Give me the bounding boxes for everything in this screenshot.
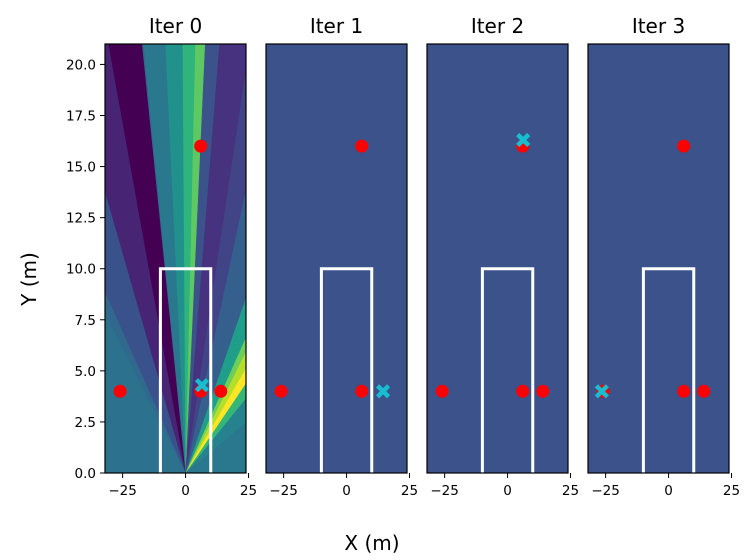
panel-3: Iter 2 −25 0 25 xyxy=(426,14,579,499)
y-tick-label: 0.0 xyxy=(75,466,96,482)
y-tick-label: 10.0 xyxy=(66,262,96,278)
heatmap-band xyxy=(185,297,246,473)
heatmap-field xyxy=(105,44,246,473)
subplot-grid: Iter 0 −25 0 25 0.0 2.5 5.0 7.5 10.0 12.5 15.0 17.5… xyxy=(66,14,740,499)
heatmap-band xyxy=(185,422,246,473)
data-point xyxy=(113,384,127,398)
y-tick-label: 15.0 xyxy=(66,160,96,176)
heatmap-band xyxy=(105,44,186,473)
data-point xyxy=(274,384,288,398)
y-tick-label: 20.0 xyxy=(66,57,96,73)
data-point xyxy=(677,384,691,398)
panel-frame xyxy=(104,43,247,474)
x-tick-label: 25 xyxy=(562,483,579,499)
heatmap-band xyxy=(185,188,246,473)
heatmap-band xyxy=(185,383,246,473)
estimate-marker xyxy=(516,132,531,148)
heatmap-band xyxy=(108,44,186,473)
estimate-stroke xyxy=(194,378,210,393)
data-point xyxy=(194,139,208,153)
y-tick-label: 12.5 xyxy=(66,211,96,227)
heatmap-band xyxy=(185,68,246,473)
estimate-stroke xyxy=(594,384,609,399)
panel-background xyxy=(266,44,407,473)
estimate-stroke xyxy=(516,132,531,148)
panel-background xyxy=(588,44,729,473)
heatmap-band xyxy=(143,44,186,473)
y-tick-label: 2.5 xyxy=(75,415,96,431)
box-outline xyxy=(641,267,696,473)
estimate-stroke xyxy=(375,384,391,399)
data-point xyxy=(516,384,530,398)
estimate-marker xyxy=(594,384,609,399)
panel-1: Iter 0 −25 0 25 0.0 2.5 5.0 7.5 10.0 12.5 15.0 17.5… xyxy=(66,14,257,499)
heatmap-band xyxy=(185,368,246,473)
heatmap-band xyxy=(185,44,246,473)
data-point xyxy=(355,384,369,398)
y-tick-label: 7.5 xyxy=(75,313,96,329)
panel-frame xyxy=(265,43,408,474)
panel-title: Iter 3 xyxy=(632,14,685,38)
x-tick-label: −25 xyxy=(108,483,137,499)
estimate-marker xyxy=(375,384,391,399)
panel-2: Iter 1 −25 0 25 xyxy=(265,14,418,499)
x-tick-label: 25 xyxy=(401,483,418,499)
panel-4: Iter 3 −25 0 25 xyxy=(587,14,740,499)
x-tick-label: 0 xyxy=(181,483,190,499)
x-tick-label: 25 xyxy=(240,483,257,499)
heatmap-band xyxy=(105,313,186,473)
panel-title: Iter 1 xyxy=(310,14,363,38)
panel-background xyxy=(427,44,568,473)
panel-frame xyxy=(426,43,569,474)
x-tick-label: 25 xyxy=(723,483,740,499)
box-outline xyxy=(319,267,374,473)
heatmap-band xyxy=(185,337,246,473)
x-tick-label: 0 xyxy=(664,483,673,499)
x-tick-label: 0 xyxy=(503,483,512,499)
data-point xyxy=(355,139,369,153)
panel-title: Iter 0 xyxy=(149,14,202,38)
box-outline xyxy=(480,267,535,473)
x-tick-label: −25 xyxy=(591,483,620,499)
y-tick-label: 5.0 xyxy=(75,364,96,380)
x-tick-label: 0 xyxy=(342,483,351,499)
x-axis-label: X (m) xyxy=(344,531,399,555)
y-axis-label: Y (m) xyxy=(17,252,41,307)
box-outline xyxy=(158,267,213,473)
data-point xyxy=(677,139,691,153)
data-point xyxy=(435,384,449,398)
data-point xyxy=(536,384,550,398)
panel-title: Iter 2 xyxy=(471,14,524,38)
x-tick-label: −25 xyxy=(269,483,298,499)
heatmap-band xyxy=(185,398,246,473)
y-tick-label: 17.5 xyxy=(66,109,96,125)
heatmap-band xyxy=(165,44,186,473)
data-point xyxy=(214,384,228,398)
data-point xyxy=(697,384,711,398)
panel-frame xyxy=(587,43,730,474)
x-tick-label: −25 xyxy=(430,483,459,499)
heatmap-band xyxy=(185,351,246,473)
estimate-marker xyxy=(194,378,210,393)
